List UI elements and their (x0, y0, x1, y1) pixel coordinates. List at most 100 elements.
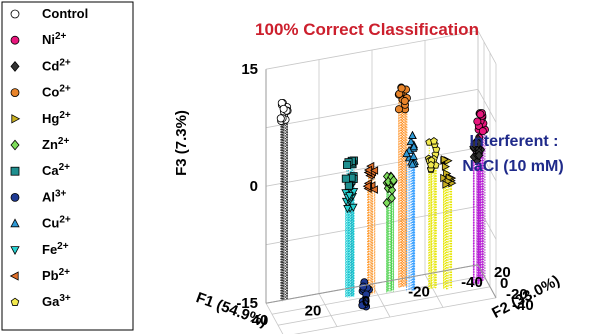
data-point-ni (473, 117, 482, 126)
points-hg (440, 155, 457, 189)
legend-label-cd: Cd2+ (42, 57, 71, 73)
x-axis-line (265, 264, 479, 304)
grid-side-z (477, 206, 497, 240)
drop-lines (280, 87, 486, 307)
chart-title: 100% Correct Classification (255, 20, 479, 39)
data-point-ga (427, 160, 435, 169)
data-point-ca (341, 174, 350, 183)
legend-label-co: Co2+ (42, 84, 71, 100)
y-tick-label: 20 (494, 264, 511, 281)
z-tick-label: 15 (241, 61, 258, 78)
points-cd (469, 134, 486, 166)
legend-marker-hg (11, 114, 21, 124)
data-point-fe (349, 188, 359, 197)
data-point-ga (430, 137, 438, 145)
y-axis-line (477, 264, 497, 299)
legend-label-cu: Cu2+ (42, 215, 71, 231)
data-point-fe (343, 205, 352, 214)
data-point-al (362, 290, 371, 299)
legend-label-ni: Ni2+ (42, 31, 67, 47)
data-point-ca (343, 160, 352, 169)
data-point-zn (382, 197, 391, 208)
legend-marker-ga (10, 297, 20, 306)
legend-marker-ni (10, 35, 20, 45)
legend-label-al: Al3+ (42, 188, 67, 204)
points-control (276, 98, 292, 126)
drop-lines-co (398, 87, 408, 289)
legend-marker-control (10, 9, 20, 19)
legend-marker-al (10, 192, 20, 202)
y-tick-label: -40 (512, 297, 534, 314)
x-tick-label: -20 (408, 283, 430, 300)
data-point-hg (441, 162, 451, 171)
data-point-zn (387, 193, 396, 204)
data-point-cu (402, 149, 411, 158)
data-point-co (394, 105, 403, 114)
data-point-zn (389, 175, 398, 186)
data-point-fe (349, 203, 358, 212)
points-cu (402, 130, 419, 168)
y-tick-label: 0 (500, 275, 508, 292)
grid-side-z (477, 89, 497, 123)
data-point-pb (369, 185, 378, 194)
data-point-cu (409, 151, 418, 160)
legend-label-ga: Ga3+ (42, 293, 71, 309)
data-point-al (359, 282, 368, 291)
z-tick-label: -15 (236, 295, 258, 312)
legend-label-fe: Fe2+ (42, 241, 69, 257)
data-point-control (276, 114, 285, 123)
drop-lines-cu (406, 135, 416, 292)
legend-label-ca: Ca2+ (42, 162, 70, 178)
points-pb (362, 161, 379, 194)
legend-box (1, 1, 134, 331)
y-tick-label: -20 (506, 286, 528, 303)
legend-marker-ca (10, 166, 20, 176)
data-point-cu (408, 130, 417, 139)
points-co (394, 83, 411, 114)
z-axis-label: F3 (7.3%) (173, 110, 190, 176)
data-point-pb (369, 166, 379, 175)
x-tick-label: 0 (362, 293, 370, 310)
legend-marker-fe (10, 246, 20, 256)
data-point-cu (406, 137, 416, 146)
grid-side-z (477, 30, 497, 64)
data-point-cu (409, 142, 419, 151)
legend-marker-zn (10, 139, 20, 151)
z-tick-label: 0 (250, 178, 258, 195)
drop-lines-ga (428, 141, 437, 290)
legend-label-control: Control (42, 6, 88, 21)
legend-marker-cu (10, 218, 20, 228)
data-point-hg (440, 173, 449, 183)
legend-label-zn: Zn2+ (42, 136, 69, 152)
data-point-ni (478, 127, 487, 136)
data-point-hg (440, 155, 449, 164)
axes (265, 69, 497, 304)
data-point-cu (408, 159, 417, 168)
grid-floor-y (271, 275, 485, 315)
data-point-co (397, 84, 406, 93)
drop-lines-control (280, 102, 289, 302)
data-point-ni (476, 110, 485, 119)
legend-marker-cd (10, 60, 20, 72)
data-point-hg (442, 180, 451, 189)
points-zn (382, 171, 398, 208)
data-point-ca (344, 181, 353, 190)
points-ca (341, 156, 358, 190)
data-point-cd (474, 150, 484, 161)
data-point-al (358, 301, 367, 310)
data-point-zn (387, 185, 397, 196)
legend-label-hg: Hg2+ (42, 110, 71, 126)
drop-lines-pb (367, 166, 376, 296)
legend-label-pb: Pb2+ (42, 267, 70, 283)
annotation-line-2: NaCl (10 mM) (462, 158, 563, 175)
points-ga (424, 137, 441, 173)
data-point-cd (470, 139, 479, 149)
data-point-control (279, 104, 288, 113)
x-tick-label: 20 (305, 303, 322, 320)
grid-floor-y (293, 297, 497, 334)
data-point-co (400, 97, 409, 106)
legend: Control Ni2+ Cd2+ Co2+ Hg2+ Zn2+ Ca2+ Al3+ Cu2+ F… (1, 1, 134, 331)
grid-floor-x (265, 303, 284, 334)
data-points (276, 83, 489, 311)
